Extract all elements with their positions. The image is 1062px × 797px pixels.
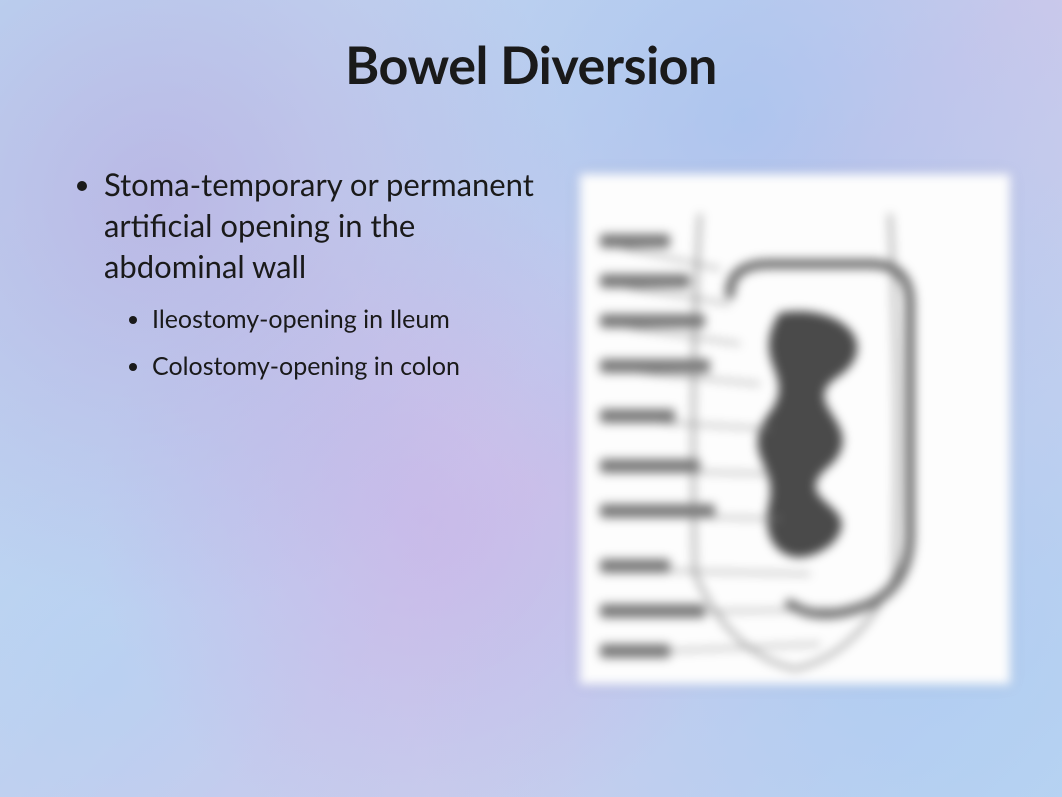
text-column: Stoma-temporary or permanent artificial … <box>60 164 560 398</box>
bullet-lvl1-text: Stoma-temporary or permanent artificial … <box>104 165 534 285</box>
image-column <box>580 164 1010 684</box>
slide: Bowel Diversion Stoma-temporary or perma… <box>0 0 1062 797</box>
content-row: Stoma-temporary or permanent artificial … <box>60 164 1002 684</box>
slide-title: Bowel Diversion <box>60 34 1002 96</box>
anatomy-diagram <box>580 174 1010 684</box>
bullet-lvl2-item: Ileostomy-opening in Ileum <box>152 303 560 337</box>
bullet-list-lvl2: Ileostomy-opening in Ileum Colostomy-ope… <box>104 303 560 385</box>
bullet-list-lvl1: Stoma-temporary or permanent artificial … <box>70 164 560 384</box>
intestine-diagram-icon <box>580 174 1010 684</box>
bullet-lvl1-item: Stoma-temporary or permanent artificial … <box>104 164 560 384</box>
bullet-lvl2-item: Colostomy-opening in colon <box>152 350 560 384</box>
